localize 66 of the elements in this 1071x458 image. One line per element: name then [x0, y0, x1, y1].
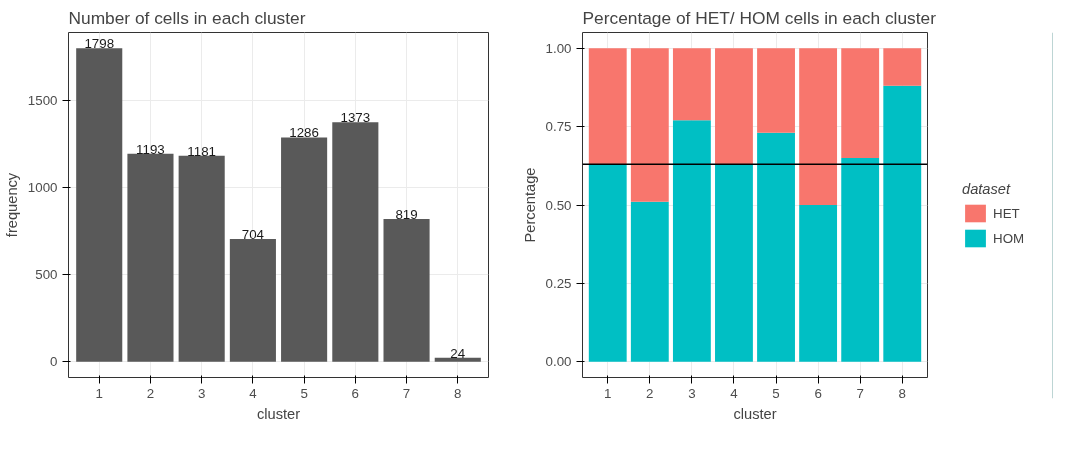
data-label: 1373 [340, 110, 371, 126]
bar [630, 48, 669, 202]
data-label: 1798 [84, 36, 115, 52]
y-tick-label: 1.00 [545, 40, 572, 56]
bar [229, 239, 276, 362]
x-axis-title: cluster [733, 405, 777, 422]
bar [332, 122, 379, 362]
bar [383, 218, 430, 362]
bar [434, 357, 481, 362]
bar [841, 157, 880, 362]
bar [883, 48, 922, 86]
y-axis-title: frequency [3, 172, 20, 238]
bar [715, 48, 753, 165]
x-tick-label: 2 [146, 385, 155, 401]
x-tick-label: 4 [249, 385, 258, 401]
x-tick-label: 5 [300, 385, 308, 401]
bar [178, 155, 225, 362]
y-tick-label: 0 [50, 354, 58, 370]
bar [757, 48, 795, 133]
data-label: 1286 [289, 125, 319, 141]
bar [715, 164, 753, 362]
bar [672, 48, 711, 121]
x-tick-label: 3 [688, 385, 696, 401]
bar [672, 120, 711, 362]
bar [281, 137, 328, 362]
chart-title: Number of cells in each cluster [68, 7, 306, 28]
bar [799, 205, 838, 362]
legend-label: HOM [993, 230, 1025, 246]
chart-title: Percentage of HET/ HOM cells in each cluster [582, 7, 937, 28]
x-tick-label: 6 [351, 385, 360, 401]
x-tick-label: 7 [856, 385, 864, 401]
bar [127, 153, 174, 362]
x-axis-title: cluster [256, 405, 301, 422]
x-tick-label: 5 [772, 385, 780, 401]
bar [757, 132, 795, 362]
bar [841, 48, 880, 158]
y-tick-label: 1000 [27, 179, 58, 195]
data-label: 1181 [187, 143, 217, 159]
data-label: 819 [395, 206, 418, 222]
bar [630, 201, 669, 362]
x-tick-label: 1 [95, 385, 103, 401]
bar [588, 164, 627, 362]
y-tick-label: 1500 [27, 92, 58, 108]
bar [799, 48, 838, 205]
x-tick-label: 6 [814, 385, 822, 401]
x-tick-label: 2 [646, 385, 654, 401]
data-label: 1193 [136, 141, 165, 157]
y-tick-label: 0.00 [545, 354, 572, 370]
x-tick-label: 1 [604, 385, 612, 401]
x-tick-label: 8 [454, 385, 462, 401]
x-tick-label: 3 [197, 385, 206, 401]
x-tick-label: 8 [898, 385, 906, 401]
y-tick-label: 0.50 [545, 197, 572, 213]
legend-label: HET [993, 205, 1020, 221]
y-tick-label: 500 [35, 267, 58, 283]
bar [883, 85, 922, 362]
x-tick-label: 7 [402, 385, 411, 401]
data-label: 704 [241, 227, 265, 243]
y-tick-label: 0.25 [545, 275, 572, 291]
bar [76, 48, 123, 362]
y-axis-title: Percentage [521, 167, 538, 243]
data-label: 24 [450, 345, 466, 361]
x-tick-label: 4 [730, 385, 739, 401]
legend-title: dataset [962, 181, 1012, 197]
bar [588, 48, 627, 165]
y-tick-label: 0.75 [545, 119, 572, 135]
